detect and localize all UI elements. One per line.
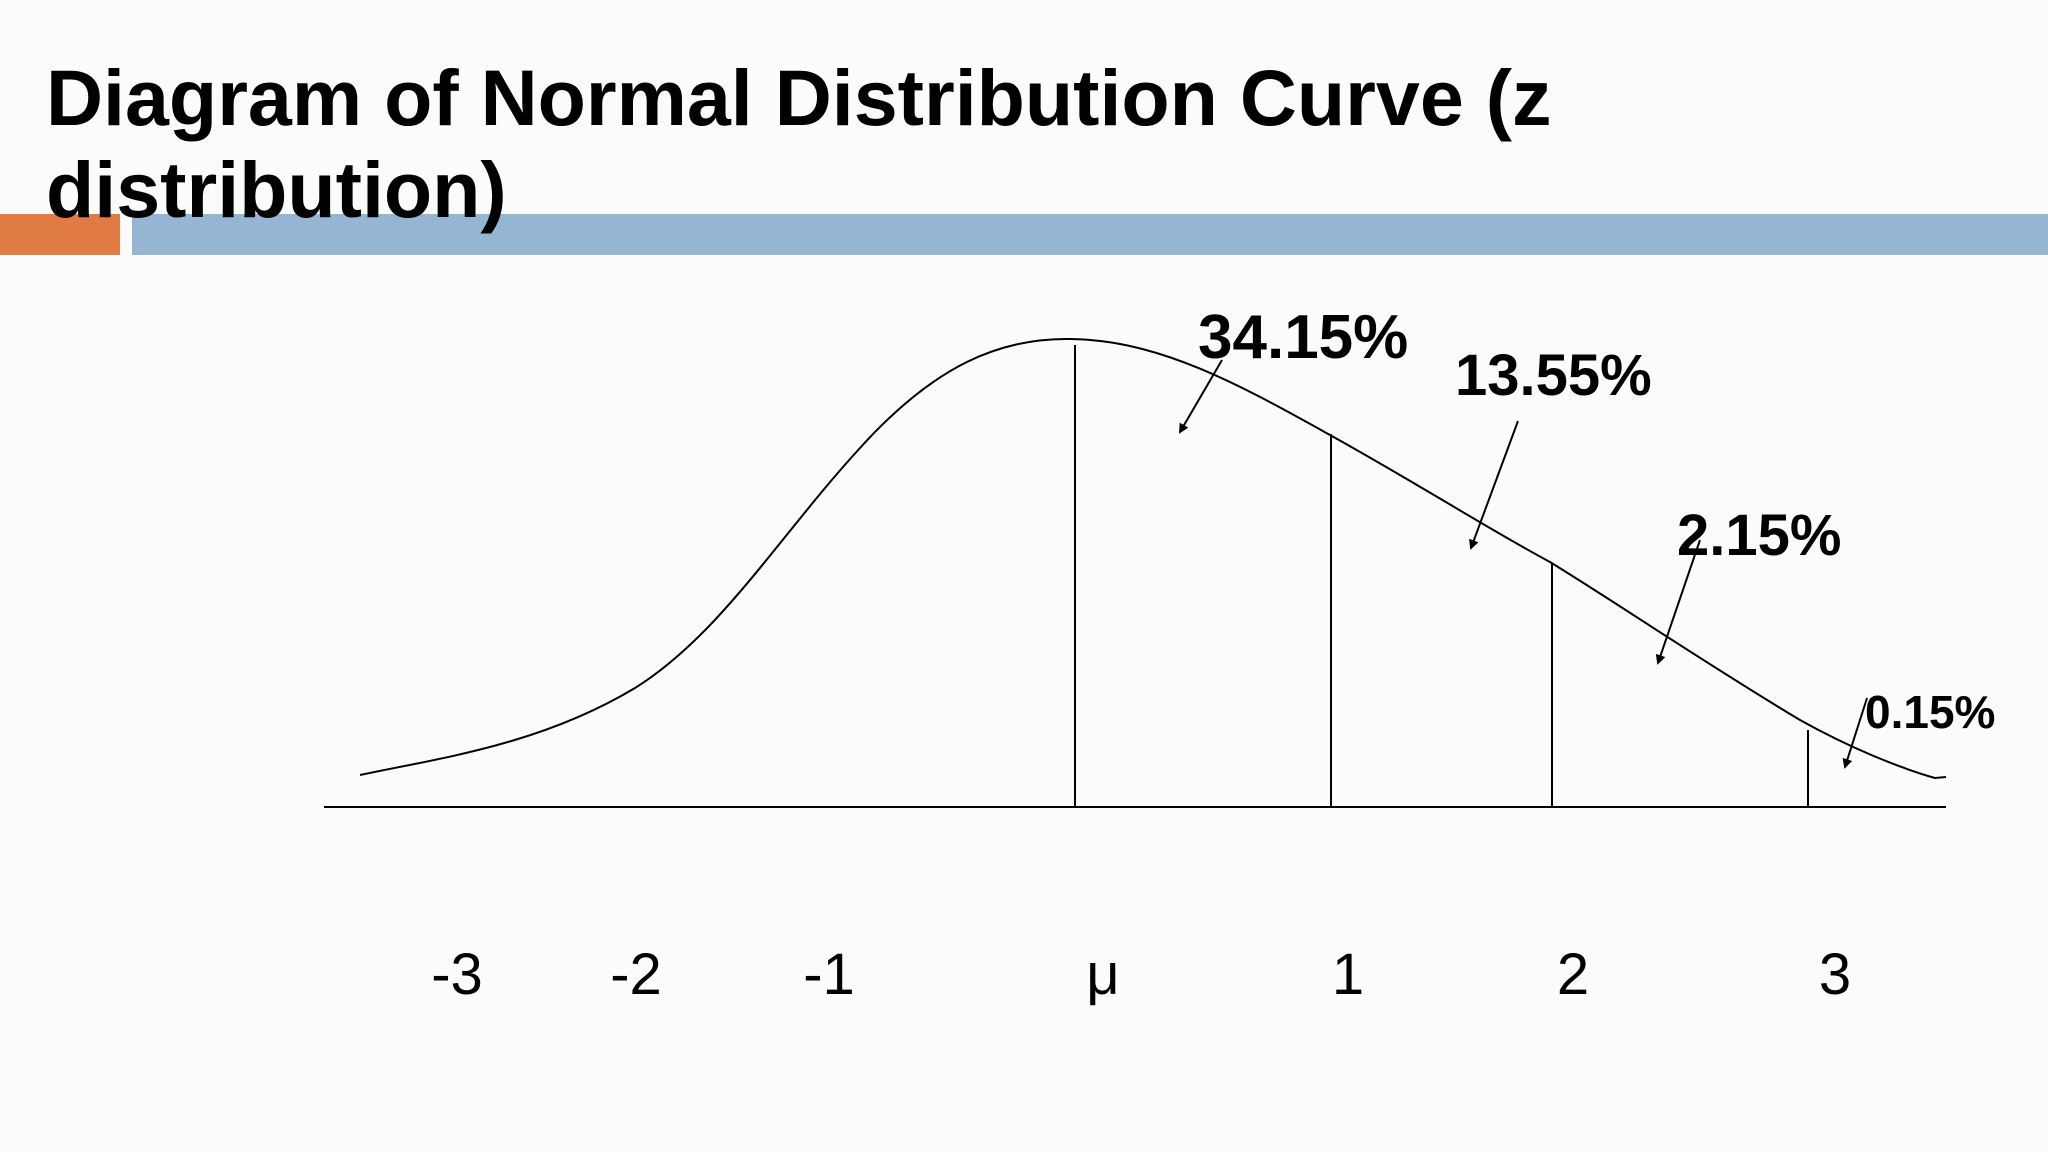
percent-label-0-15: 0.15% [1865,686,1995,738]
axis-label-minus-1: -1 [803,942,855,1007]
axis-label-mean: μ [1086,942,1119,1007]
slide-title: Diagram of Normal Distribution Curve (z … [46,53,1552,234]
percent-label-13-55: 13.55% [1455,343,1652,408]
axis-label-plus-2: 2 [1557,942,1589,1007]
accent-bar-orange [0,214,120,255]
percent-label-2-15: 2.15% [1677,503,1841,568]
arrow-34-15 [1178,359,1223,434]
axis-label-minus-3: -3 [431,942,483,1007]
axis-label-plus-3: 3 [1819,942,1851,1007]
percent-label-34-15: 34.15% [1198,303,1408,372]
axis-label-minus-2: -2 [610,942,662,1007]
arrow-13-55 [1469,420,1519,550]
axis-label-plus-1: 1 [1332,942,1364,1007]
arrow-2-15 [1655,539,1701,665]
arrow-0-15 [1842,697,1868,769]
distribution-curve [359,337,1947,780]
accent-bar-blue [132,214,2048,255]
